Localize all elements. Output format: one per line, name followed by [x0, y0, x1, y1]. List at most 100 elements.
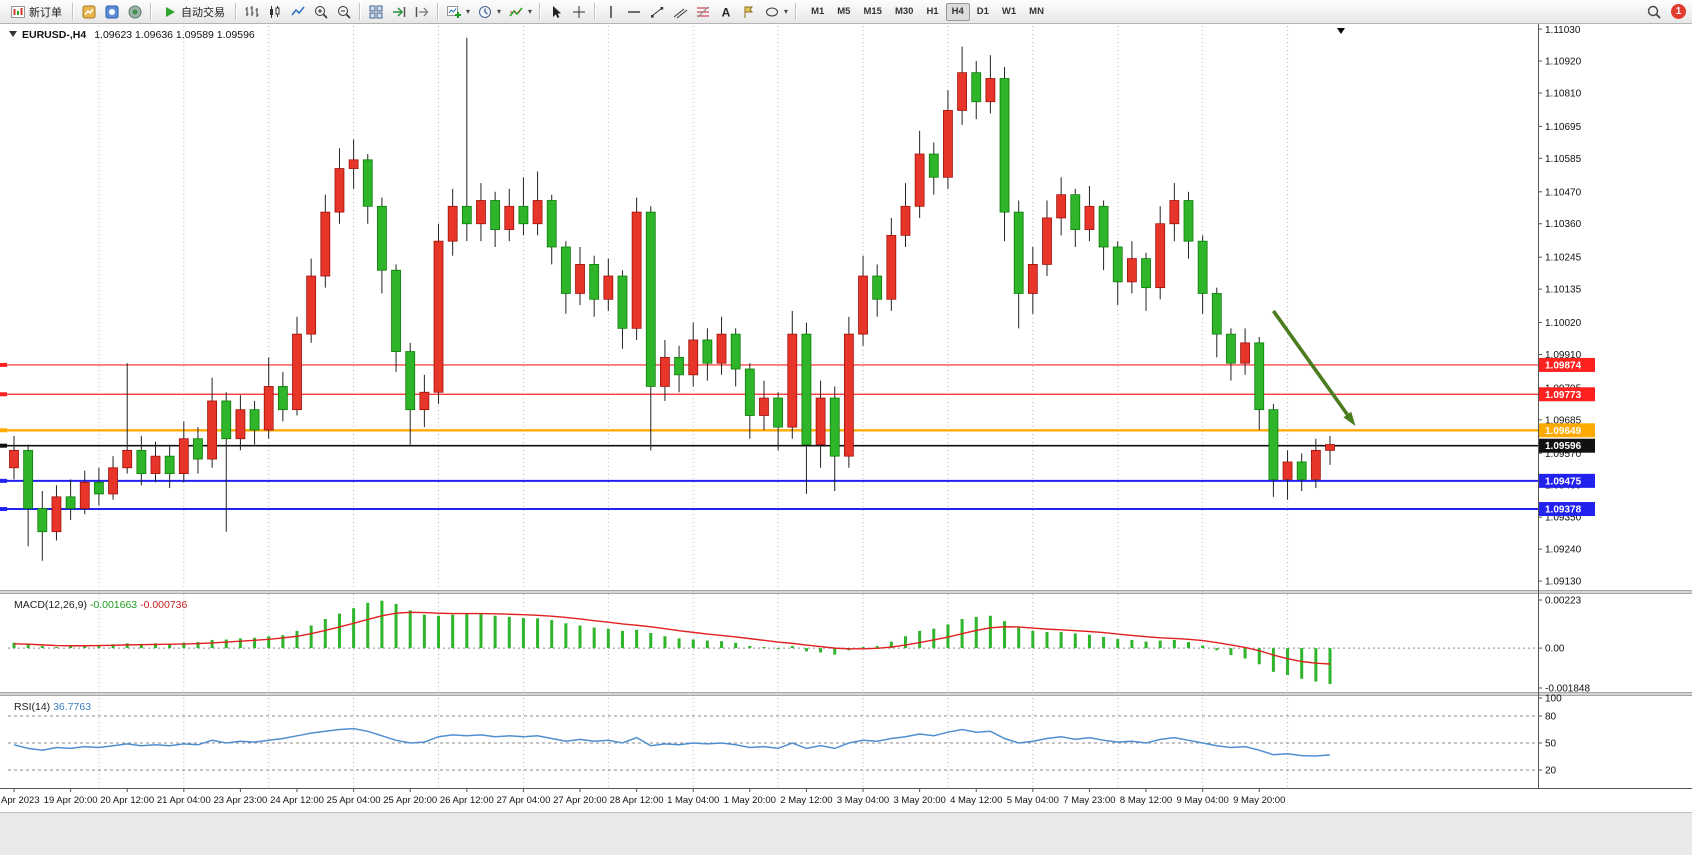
svg-text:80: 80 [1545, 712, 1557, 723]
notification-badge[interactable]: 1 [1671, 4, 1686, 19]
symbol-dropdown-icon[interactable] [9, 31, 17, 37]
candle [1112, 241, 1123, 306]
timeframe-m5[interactable]: M5 [831, 3, 856, 21]
indicators-dropdown[interactable]: ▾ [505, 2, 535, 22]
svg-text:25 Apr 20:00: 25 Apr 20:00 [383, 795, 437, 806]
candle [716, 316, 727, 375]
svg-text:1.09378: 1.09378 [1545, 505, 1582, 516]
chart-shift-button[interactable] [411, 2, 433, 22]
candle [108, 456, 118, 500]
svg-text:9 May 20:00: 9 May 20:00 [1233, 795, 1285, 806]
text-tool[interactable]: A [715, 2, 737, 22]
candle [1155, 206, 1166, 300]
new-order-icon [11, 5, 25, 18]
bar-chart-button[interactable] [241, 2, 263, 22]
svg-text:7 May 23:00: 7 May 23:00 [1063, 795, 1115, 806]
svg-text:3 May 20:00: 3 May 20:00 [893, 795, 945, 806]
toolbar-separator [359, 3, 361, 20]
candle [702, 328, 713, 381]
svg-text:19 Apr 20:00: 19 Apr 20:00 [44, 795, 98, 806]
new-chart-dropdown[interactable]: ▾ [443, 2, 473, 22]
candle [985, 55, 996, 114]
periods-dropdown[interactable]: ▾ [474, 2, 504, 22]
zoom-out-button[interactable] [333, 2, 355, 22]
candle [1070, 188, 1081, 247]
svg-text:1.09130: 1.09130 [1545, 577, 1582, 588]
candle [65, 479, 76, 521]
candle [518, 177, 529, 236]
candle [957, 46, 967, 125]
search-button[interactable] [1643, 2, 1665, 22]
tile-windows-icon [369, 5, 383, 18]
candle [405, 342, 416, 445]
channel-tool[interactable] [669, 2, 691, 22]
candle [829, 386, 840, 492]
bar-chart-icon [245, 5, 259, 17]
trend-arrow[interactable] [1271, 309, 1356, 426]
horizontal-line-tool[interactable] [623, 2, 645, 22]
autotrading-button[interactable]: 自动交易 [156, 2, 231, 22]
timeframe-m30[interactable]: M30 [889, 3, 919, 21]
line-chart-button[interactable] [287, 2, 309, 22]
fibonacci-icon [697, 6, 710, 17]
crosshair-tool-button[interactable] [568, 2, 590, 22]
candle [645, 206, 656, 451]
candle [1042, 200, 1052, 277]
auto-scroll-button[interactable] [388, 2, 410, 22]
label-tool[interactable] [738, 2, 760, 22]
pane-splitter[interactable] [0, 692, 1692, 696]
candle [886, 217, 897, 311]
svg-text:20 Apr 12:00: 20 Apr 12:00 [100, 795, 154, 806]
timeframe-m1[interactable]: M1 [805, 3, 830, 21]
cursor-tool-button[interactable] [545, 2, 567, 22]
candle [9, 435, 19, 480]
candle [801, 322, 812, 494]
navigator-button[interactable] [101, 2, 123, 22]
svg-text:1.09570: 1.09570 [1545, 449, 1582, 460]
timeframe-w1[interactable]: W1 [996, 3, 1022, 21]
candle [23, 444, 34, 547]
candle [900, 183, 911, 247]
market-watch-button[interactable] [78, 2, 100, 22]
candle [603, 258, 614, 311]
terminal-button[interactable] [124, 2, 146, 22]
timeframe-m15[interactable]: M15 [857, 3, 887, 21]
pane-splitter[interactable] [0, 590, 1692, 594]
chevron-down-icon: ▾ [528, 7, 533, 16]
timeframe-h1[interactable]: H1 [920, 3, 944, 21]
candle [1226, 328, 1236, 381]
new-order-button[interactable]: 新订单 [4, 2, 68, 22]
tile-windows-button[interactable] [365, 2, 387, 22]
candlestick-chart-button[interactable] [264, 2, 286, 22]
svg-text:8 May 12:00: 8 May 12:00 [1120, 795, 1172, 806]
timeframe-d1[interactable]: D1 [971, 3, 995, 21]
vertical-line-tool[interactable] [600, 2, 622, 22]
navigator-icon [105, 5, 119, 18]
chart-canvas[interactable]: 1.11030 1.10920 1.10810 1.10695 1.10585 1.104… [0, 24, 1692, 812]
candle [858, 255, 868, 346]
svg-text:1 May 20:00: 1 May 20:00 [724, 795, 776, 806]
candle [320, 194, 331, 288]
candle [914, 130, 925, 218]
toolbar-separator [235, 3, 237, 20]
svg-text:21 Apr 04:00: 21 Apr 04:00 [157, 795, 211, 806]
candle [759, 380, 769, 431]
candle [575, 246, 585, 306]
shapes-dropdown[interactable]: ▾ [761, 2, 791, 22]
hline-left-marker [0, 507, 7, 512]
candle [843, 316, 854, 468]
timeframe-mn[interactable]: MN [1023, 3, 1050, 21]
svg-text:26 Apr 12:00: 26 Apr 12:00 [440, 795, 494, 806]
candle [617, 270, 628, 349]
candle [1310, 438, 1321, 489]
timeframe-h4[interactable]: H4 [945, 2, 970, 21]
chevron-down-icon: ▾ [497, 7, 502, 16]
trendline-tool[interactable] [646, 2, 668, 22]
price-line-label [1539, 387, 1595, 402]
candle [1325, 435, 1335, 465]
fibonacci-tool[interactable] [692, 2, 714, 22]
toolbar-right-group: 1 [1643, 2, 1688, 22]
chart-window[interactable]: 1.11030 1.10920 1.10810 1.10695 1.10585 1.104… [0, 24, 1692, 812]
bar-shift-marker[interactable] [1337, 28, 1345, 34]
zoom-in-button[interactable] [310, 2, 332, 22]
